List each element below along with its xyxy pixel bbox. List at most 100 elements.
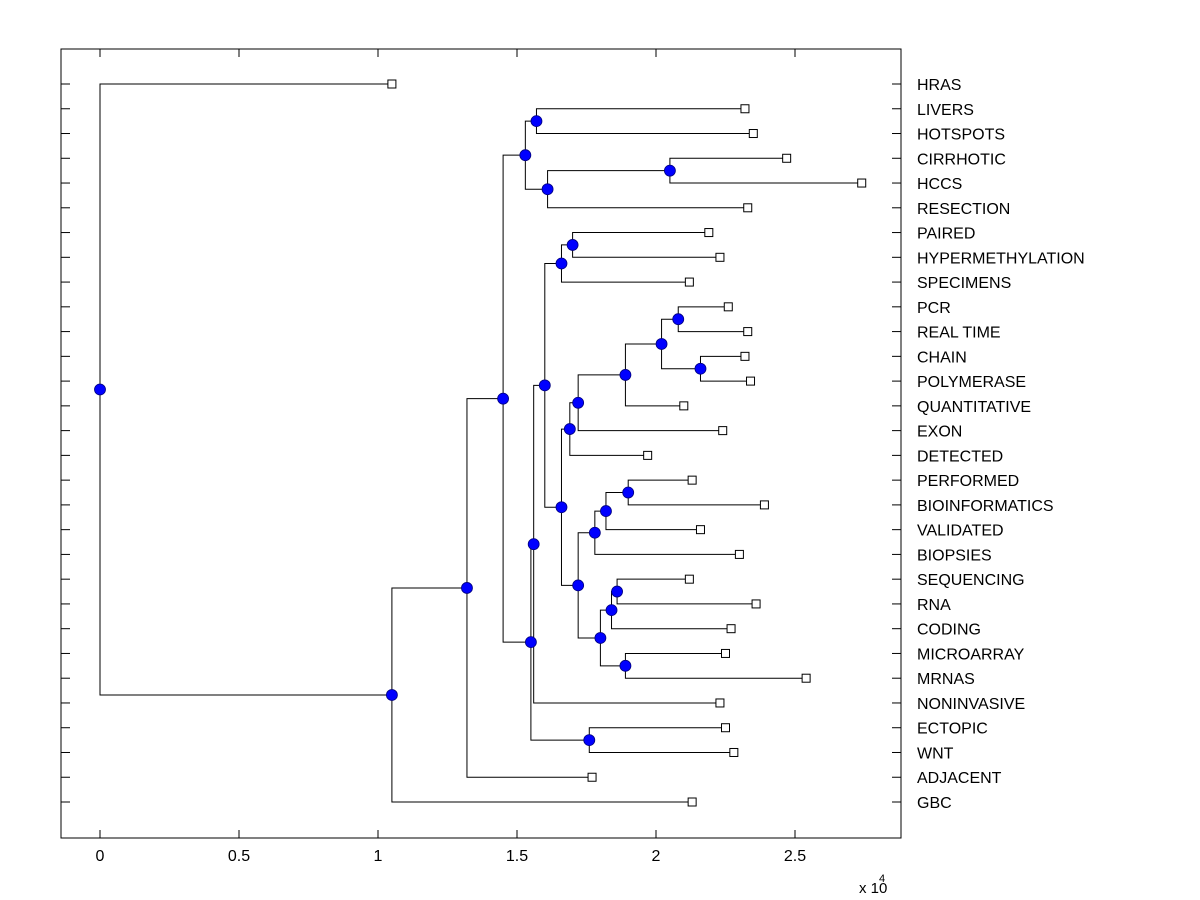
leaf-label: VALIDATED xyxy=(917,523,1004,540)
x-tick-label: 2.5 xyxy=(784,848,806,865)
dendrogram-branch xyxy=(624,343,662,375)
internal-node-marker xyxy=(594,632,607,644)
dendrogram-branch xyxy=(594,532,740,555)
dendrogram-leaves xyxy=(387,79,867,807)
leaf-label: RNA xyxy=(917,597,951,614)
leaf-label: CHAIN xyxy=(917,349,967,366)
internal-node-marker xyxy=(664,164,676,177)
dendrogram-branch xyxy=(588,740,734,753)
dendrogram-branch xyxy=(533,384,545,545)
internal-node-marker xyxy=(572,396,585,409)
dendrogram-branch xyxy=(524,155,548,190)
internal-node-marker xyxy=(563,423,576,435)
leaf-marker xyxy=(743,327,753,337)
dendrogram-branch xyxy=(572,232,709,245)
leaf-label: EXON xyxy=(917,424,962,441)
dendrogram-branch xyxy=(502,154,526,399)
x-multiplier-exponent: 4 xyxy=(879,873,885,885)
leaf-marker xyxy=(704,228,714,238)
x-tick-label: 1 xyxy=(374,848,383,865)
internal-node-marker xyxy=(94,383,106,396)
dendrogram-branch xyxy=(547,170,670,190)
dendrogram-branch xyxy=(577,585,601,639)
internal-node-marker xyxy=(619,369,632,381)
leaf-label: CODING xyxy=(917,622,981,639)
leaf-marker xyxy=(729,747,739,757)
internal-node-marker xyxy=(605,604,618,617)
leaf-label: QUANTITATIVE xyxy=(917,399,1031,416)
dendrogram-branch xyxy=(544,263,562,386)
internal-node-marker xyxy=(385,689,398,701)
leaf-label: SEQUENCING xyxy=(917,572,1025,589)
leaf-marker xyxy=(801,673,811,683)
leaf-marker xyxy=(587,772,597,782)
internal-node-marker xyxy=(694,362,707,375)
leaf-label: REAL TIME xyxy=(917,325,1001,342)
leaf-marker xyxy=(684,574,694,584)
dendrogram-branch xyxy=(677,306,729,320)
leaf-marker xyxy=(726,624,736,634)
dendrogram-branch xyxy=(530,642,590,741)
dendrogram-branch xyxy=(577,402,723,432)
internal-node-marker xyxy=(583,734,596,747)
dendrogram-branch xyxy=(616,578,690,592)
leaf-label: PAIRED xyxy=(917,226,975,243)
leaf-marker xyxy=(715,698,725,708)
dendrogram-branch xyxy=(627,479,693,493)
axes xyxy=(60,48,902,839)
leaf-marker xyxy=(759,500,769,510)
leaf-labels: HRAS LIVERS HOTSPOTS CIRRHOTIC HCCS RESECTION… xyxy=(917,77,1085,812)
leaf-label: MICROARRAY xyxy=(917,646,1025,663)
dendrogram-branch xyxy=(466,587,593,778)
leaf-label: HYPERMETHYLATION xyxy=(917,250,1085,267)
leaf-marker xyxy=(723,302,733,312)
leaf-marker xyxy=(687,475,697,485)
internal-node-marker xyxy=(566,239,579,251)
leaf-marker xyxy=(718,426,728,436)
leaf-label: RESECTION xyxy=(917,201,1010,218)
leaf-marker xyxy=(751,599,761,609)
internal-node-marker xyxy=(555,257,568,270)
dendrogram-branch xyxy=(547,189,748,209)
dendrogram-branch xyxy=(669,157,787,171)
dendrogram-branch xyxy=(577,532,595,586)
leaf-label: CIRRHOTIC xyxy=(917,151,1006,168)
axes-box xyxy=(60,48,902,839)
dendrogram-branch xyxy=(661,343,701,370)
dendrogram-branch xyxy=(544,385,562,508)
leaf-marker xyxy=(740,104,750,114)
dendrogram-branch xyxy=(624,374,684,407)
internal-node-marker xyxy=(541,183,554,196)
x-tick-label: 0 xyxy=(96,848,105,865)
internal-node-marker xyxy=(530,115,543,128)
dendrogram-branch xyxy=(616,591,757,605)
leaf-marker xyxy=(715,252,725,262)
leaf-label: PERFORMED xyxy=(917,473,1019,490)
leaf-label: HRAS xyxy=(917,77,961,94)
dendrogram-branch xyxy=(391,694,693,803)
dendrogram-branch xyxy=(624,652,726,666)
leaf-marker xyxy=(679,401,689,411)
leaf-marker xyxy=(746,376,756,386)
dendrogram-branch xyxy=(560,263,690,283)
leaf-label: PCR xyxy=(917,300,951,317)
leaf-marker xyxy=(684,277,694,287)
internal-node-marker xyxy=(622,486,635,499)
dendrogram-branch xyxy=(699,368,751,382)
x-tick-label: 2 xyxy=(652,848,661,865)
internal-node-marker xyxy=(619,659,632,672)
leaf-marker xyxy=(857,178,867,188)
leaf-marker xyxy=(387,79,397,89)
leaf-marker xyxy=(743,203,753,213)
dendrogram-edges xyxy=(99,83,862,803)
internal-node-marker xyxy=(555,501,568,514)
dendrogram-branch xyxy=(599,637,626,667)
leaf-marker xyxy=(643,450,653,460)
dendrogram-nodes xyxy=(94,115,707,747)
dendrogram-branch xyxy=(605,492,629,512)
leaf-label: LIVERS xyxy=(917,102,974,119)
x-multiplier: x 10 4 xyxy=(859,873,887,897)
dendrogram-branch xyxy=(502,398,531,643)
dendrogram-branch xyxy=(611,610,732,630)
